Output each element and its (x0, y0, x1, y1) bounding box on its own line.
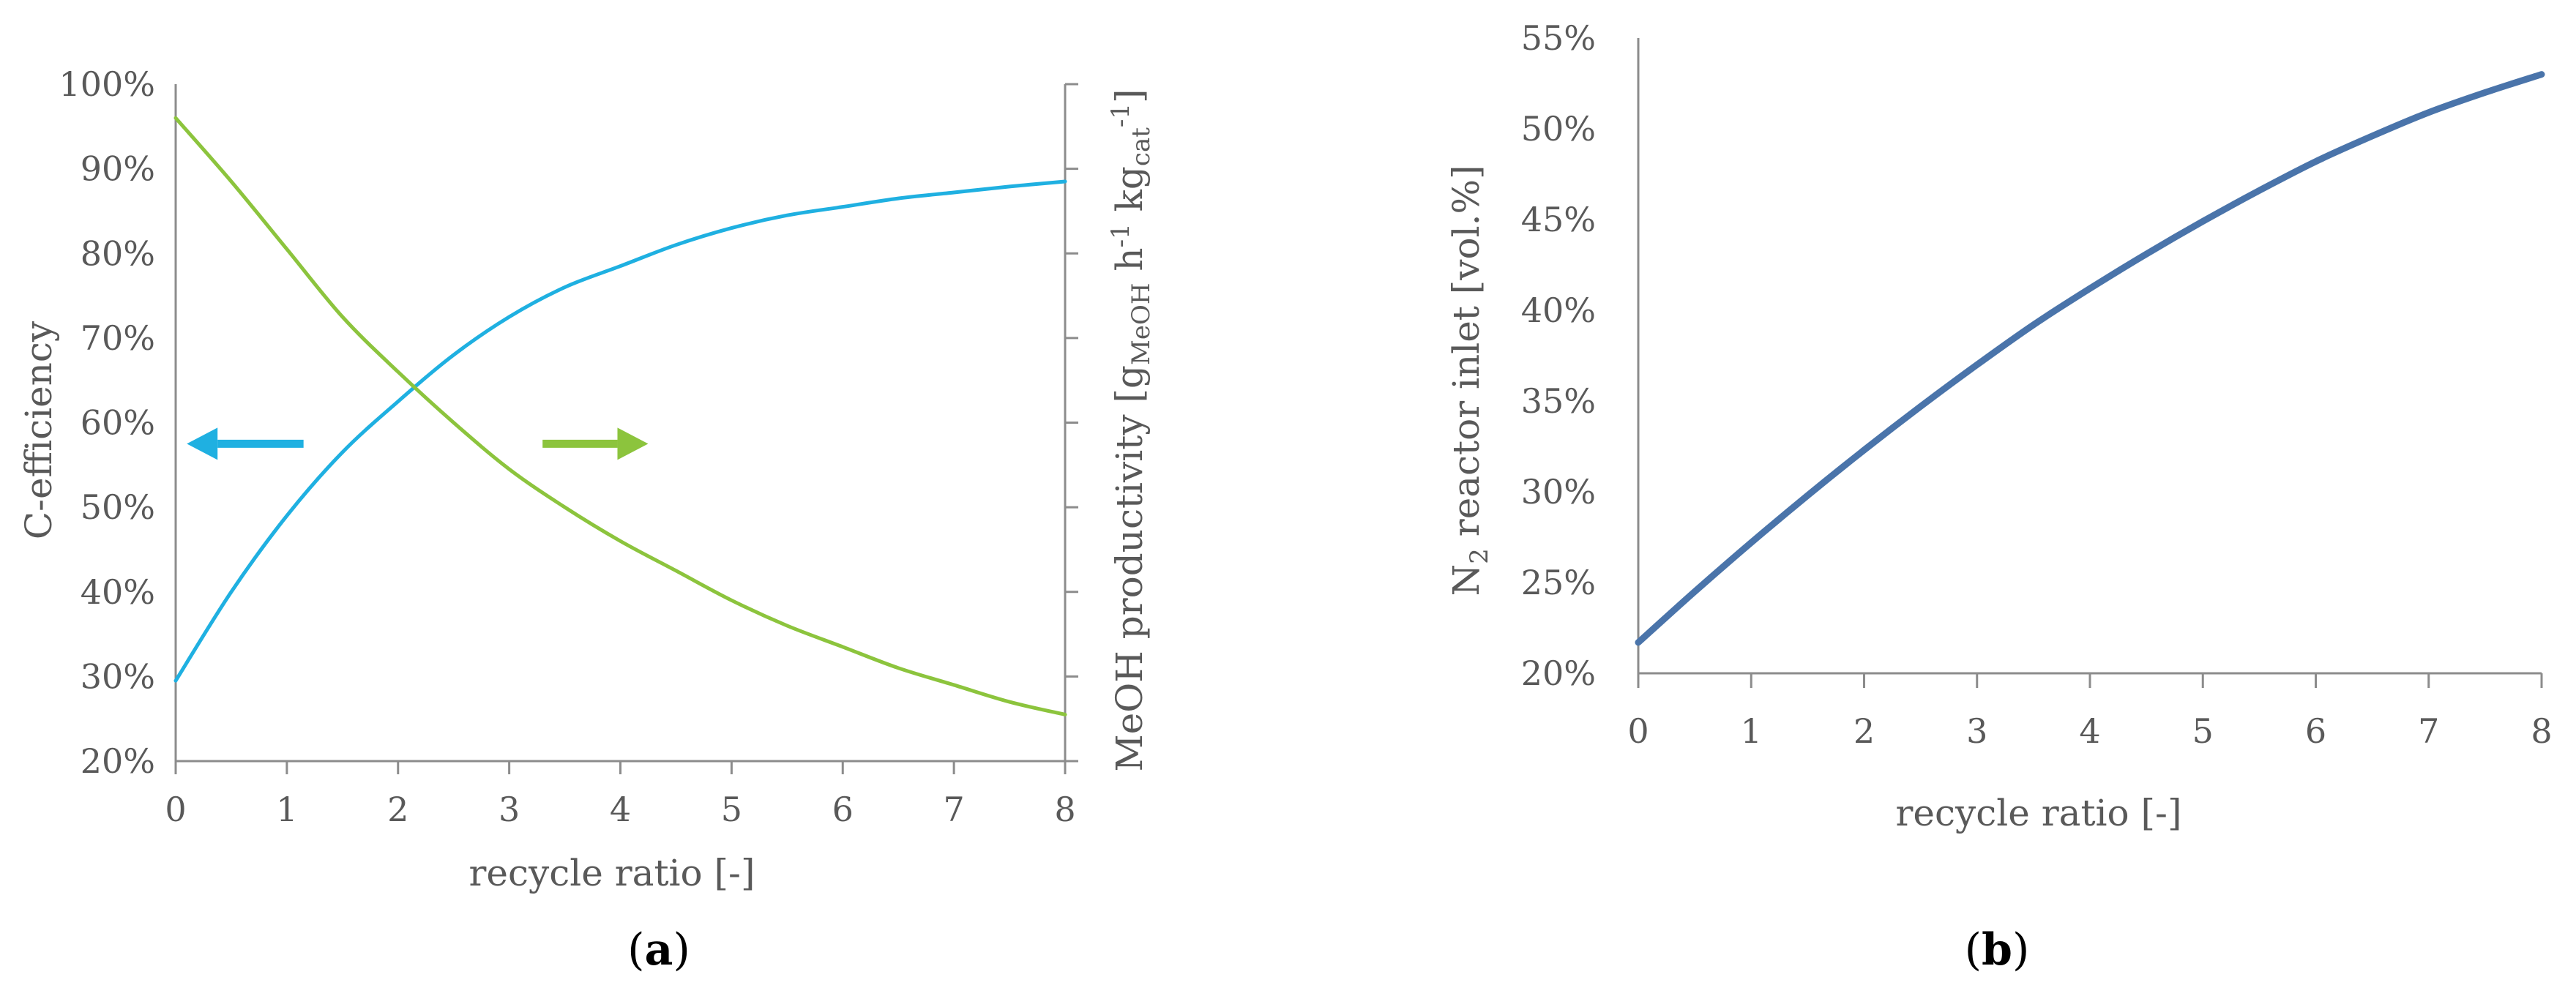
chart-a-right-y-label: MeOH productivity [gMeOH h-1 kgcat-1] (1106, 89, 1156, 771)
chart-a: 0 1 2 3 4 5 6 7 8 20% 30% 40% 50% 60% 70% 80% 90% 100% r… (18, 64, 1156, 976)
x-tick-label: 6 (832, 790, 854, 829)
y-tick-label: 30% (1521, 472, 1596, 512)
x-tick-label: 3 (499, 790, 520, 829)
y-tick-label: 40% (81, 572, 155, 612)
x-tick-label: 7 (943, 790, 964, 829)
y-tick-label: 100% (59, 64, 155, 104)
panel-b-caption: (b) (1965, 924, 2030, 976)
y-tick-label: 55% (1521, 18, 1596, 58)
chart-b-x-label: recycle ratio [-] (1896, 792, 2182, 834)
chart-a-y-ticks: 20% 30% 40% 50% 60% 70% 80% 90% 100% (59, 64, 155, 781)
chart-b-series (1635, 71, 2545, 646)
series-line-green (173, 116, 1067, 716)
x-tick-label: 0 (165, 790, 186, 829)
x-tick-label: 2 (1853, 711, 1875, 751)
y-tick-label: 40% (1521, 291, 1596, 330)
chart-a-series (173, 116, 1067, 716)
y-tick-label: 25% (1521, 563, 1596, 602)
x-tick-label: 0 (1627, 711, 1649, 751)
y-tick-label: 35% (1521, 381, 1596, 421)
chart-b-x-ticks: 0 1 2 3 4 5 6 7 8 (1627, 673, 2553, 751)
y-tick-label: 20% (1521, 654, 1596, 693)
chart-b-y-label: N2 reactor inlet [vol.%] (1445, 165, 1494, 596)
blue-arrow-head (187, 427, 218, 460)
x-tick-label: 8 (1054, 790, 1075, 829)
x-tick-label: 7 (2418, 711, 2439, 751)
x-tick-label: 2 (387, 790, 408, 829)
x-tick-label: 8 (2531, 711, 2552, 751)
y-tick-label: 90% (81, 149, 155, 189)
chart-b-y-ticks: 20% 25% 30% 35% 40% 45% 50% 55% (1521, 18, 1596, 693)
chart-b: 0 1 2 3 4 5 6 7 8 20% 25% 30% 35% 40% 45% 50% 55% recyc… (1445, 18, 2553, 976)
y-tick-label: 30% (81, 656, 155, 696)
chart-a-right-ticks (1065, 83, 1078, 763)
chart-a-y-label: C-efficiency (18, 321, 60, 539)
x-tick-label: 5 (721, 790, 742, 829)
x-tick-label: 1 (276, 790, 297, 829)
y-tick-label: 45% (1521, 200, 1596, 239)
x-tick-label: 3 (1966, 711, 1987, 751)
x-tick-label: 6 (2305, 711, 2326, 751)
chart-a-arrows (187, 427, 649, 460)
x-tick-label: 4 (610, 790, 631, 829)
y-tick-label: 80% (81, 233, 155, 273)
x-tick-label: 4 (2079, 711, 2100, 751)
y-tick-label: 70% (81, 318, 155, 358)
chart-a-x-ticks: 0 1 2 3 4 5 6 7 8 (165, 761, 1076, 829)
green-arrow-head (617, 427, 649, 460)
y-tick-label: 50% (1521, 109, 1596, 149)
y-tick-label: 50% (81, 487, 155, 527)
chart-a-x-label: recycle ratio [-] (469, 852, 755, 894)
panel-a-caption: (a) (627, 924, 690, 976)
y-tick-label: 20% (81, 741, 155, 781)
y-tick-label: 60% (81, 403, 155, 443)
series-line-navy (1635, 71, 2545, 646)
x-tick-label: 1 (1741, 711, 1762, 751)
series-line-blue (173, 179, 1067, 683)
x-tick-label: 5 (2192, 711, 2214, 751)
